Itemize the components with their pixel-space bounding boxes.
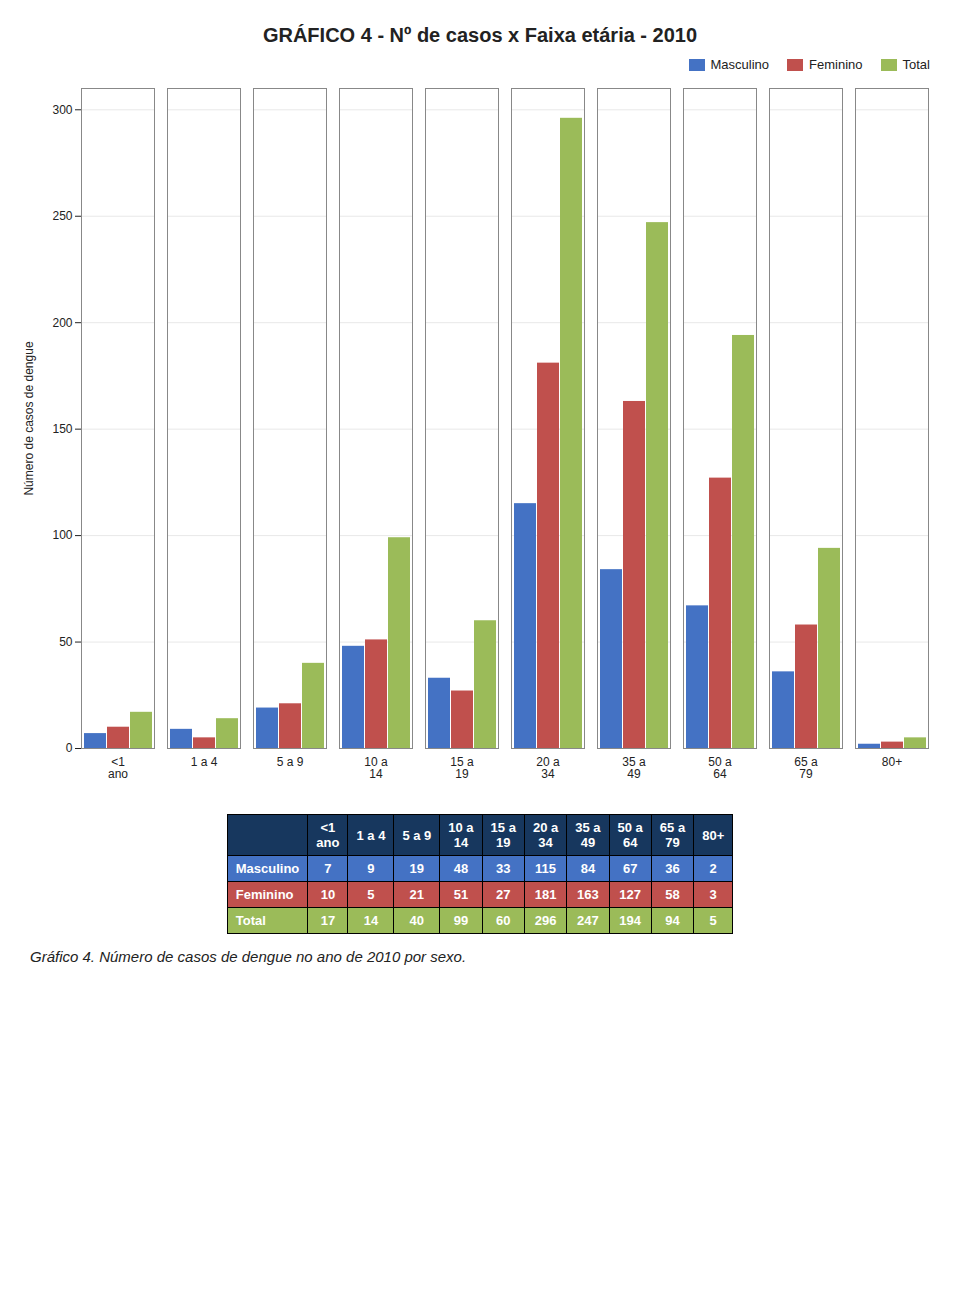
html-text:5 a 9: 5 a 9 [402,827,432,843]
html-text:Total: Total [902,57,930,72]
html-text:115: 115 [535,861,557,876]
html-text:67: 67 [623,861,638,876]
html-text:296: 296 [534,913,557,928]
html-text:181: 181 [534,887,557,902]
html-text:5: 5 [709,913,717,928]
html-text:10 a 14: 10 a 14 [448,820,474,850]
html-text:58: 58 [665,887,680,902]
html-text:51: 51 [453,887,469,902]
html-text:21: 21 [409,887,425,902]
svg-text:150: 150 [52,422,72,436]
html-text:7: 7 [324,861,332,876]
html-text:60: 60 [496,913,511,928]
svg-text:65 a79: 65 a79 [794,755,818,781]
html-text:3: 3 [709,887,717,902]
html-text:80+: 80+ [702,827,725,843]
html-text:2: 2 [709,861,717,876]
svg-text:20 a34: 20 a34 [536,755,560,781]
html-text:9: 9 [367,861,375,876]
svg-text:50 a64: 50 a64 [708,755,732,781]
html-text:15 a 19: 15 a 19 [490,820,516,850]
svg-text:50: 50 [59,635,73,649]
svg-text:<1ano: <1ano [108,755,128,781]
html-text:1 a 4: 1 a 4 [356,827,386,843]
html-text:Feminino: Feminino [235,887,294,902]
html-text:194: 194 [619,913,641,928]
html-text:14: 14 [363,913,379,928]
svg-text:100: 100 [52,528,72,542]
html-text:247: 247 [577,913,599,928]
svg-text:15 a19: 15 a19 [450,755,474,781]
svg-text:35 a49: 35 a49 [622,755,646,781]
svg-text:10 a14: 10 a14 [364,755,388,781]
html-text:20 a 34: 20 a 34 [532,820,559,850]
svg-text:80+: 80+ [882,755,902,769]
html-text:5: 5 [367,887,375,902]
html-text:99: 99 [453,913,469,928]
svg-text:Número de casos de dengue: Número de casos de dengue [22,341,36,495]
svg-text:1 a 4: 1 a 4 [191,755,218,769]
html-text:27: 27 [496,887,511,902]
svg-text:250: 250 [52,209,72,223]
html-text:Masculino: Masculino [235,861,300,876]
html-text:10: 10 [320,887,336,902]
svg-text:300: 300 [52,103,72,117]
html-text:65 a 79: 65 a 79 [659,820,686,850]
html-text:Feminino: Feminino [809,57,863,72]
html-text:127: 127 [619,887,641,902]
html-text:33: 33 [496,861,511,876]
html-text:40: 40 [409,913,425,928]
svg-text:200: 200 [52,316,72,330]
html-text:Masculino: Masculino [710,57,770,72]
html-text:50 a 64: 50 a 64 [617,820,643,850]
html-text:36: 36 [665,861,680,876]
html-text:<1 ano: <1 ano [316,820,340,850]
html-text:84: 84 [580,861,596,876]
html-text:17: 17 [320,913,336,928]
html-text:48: 48 [453,861,469,876]
html-text:Gráfico 4. Número de casos de: Gráfico 4. Número de casos de dengue no … [30,948,467,965]
html-text:35 a 49: 35 a 49 [575,820,601,850]
html-text:94: 94 [665,913,680,928]
html-text:19: 19 [409,861,425,876]
html-text:GRÁFICO 4 - Nº de casos x Faix: GRÁFICO 4 - Nº de casos x Faixa etária -… [262,24,698,46]
html-text:163: 163 [577,887,599,902]
svg-text:5 a 9: 5 a 9 [277,755,304,769]
svg-text:0: 0 [66,741,73,755]
html-text:Total: Total [235,913,266,928]
